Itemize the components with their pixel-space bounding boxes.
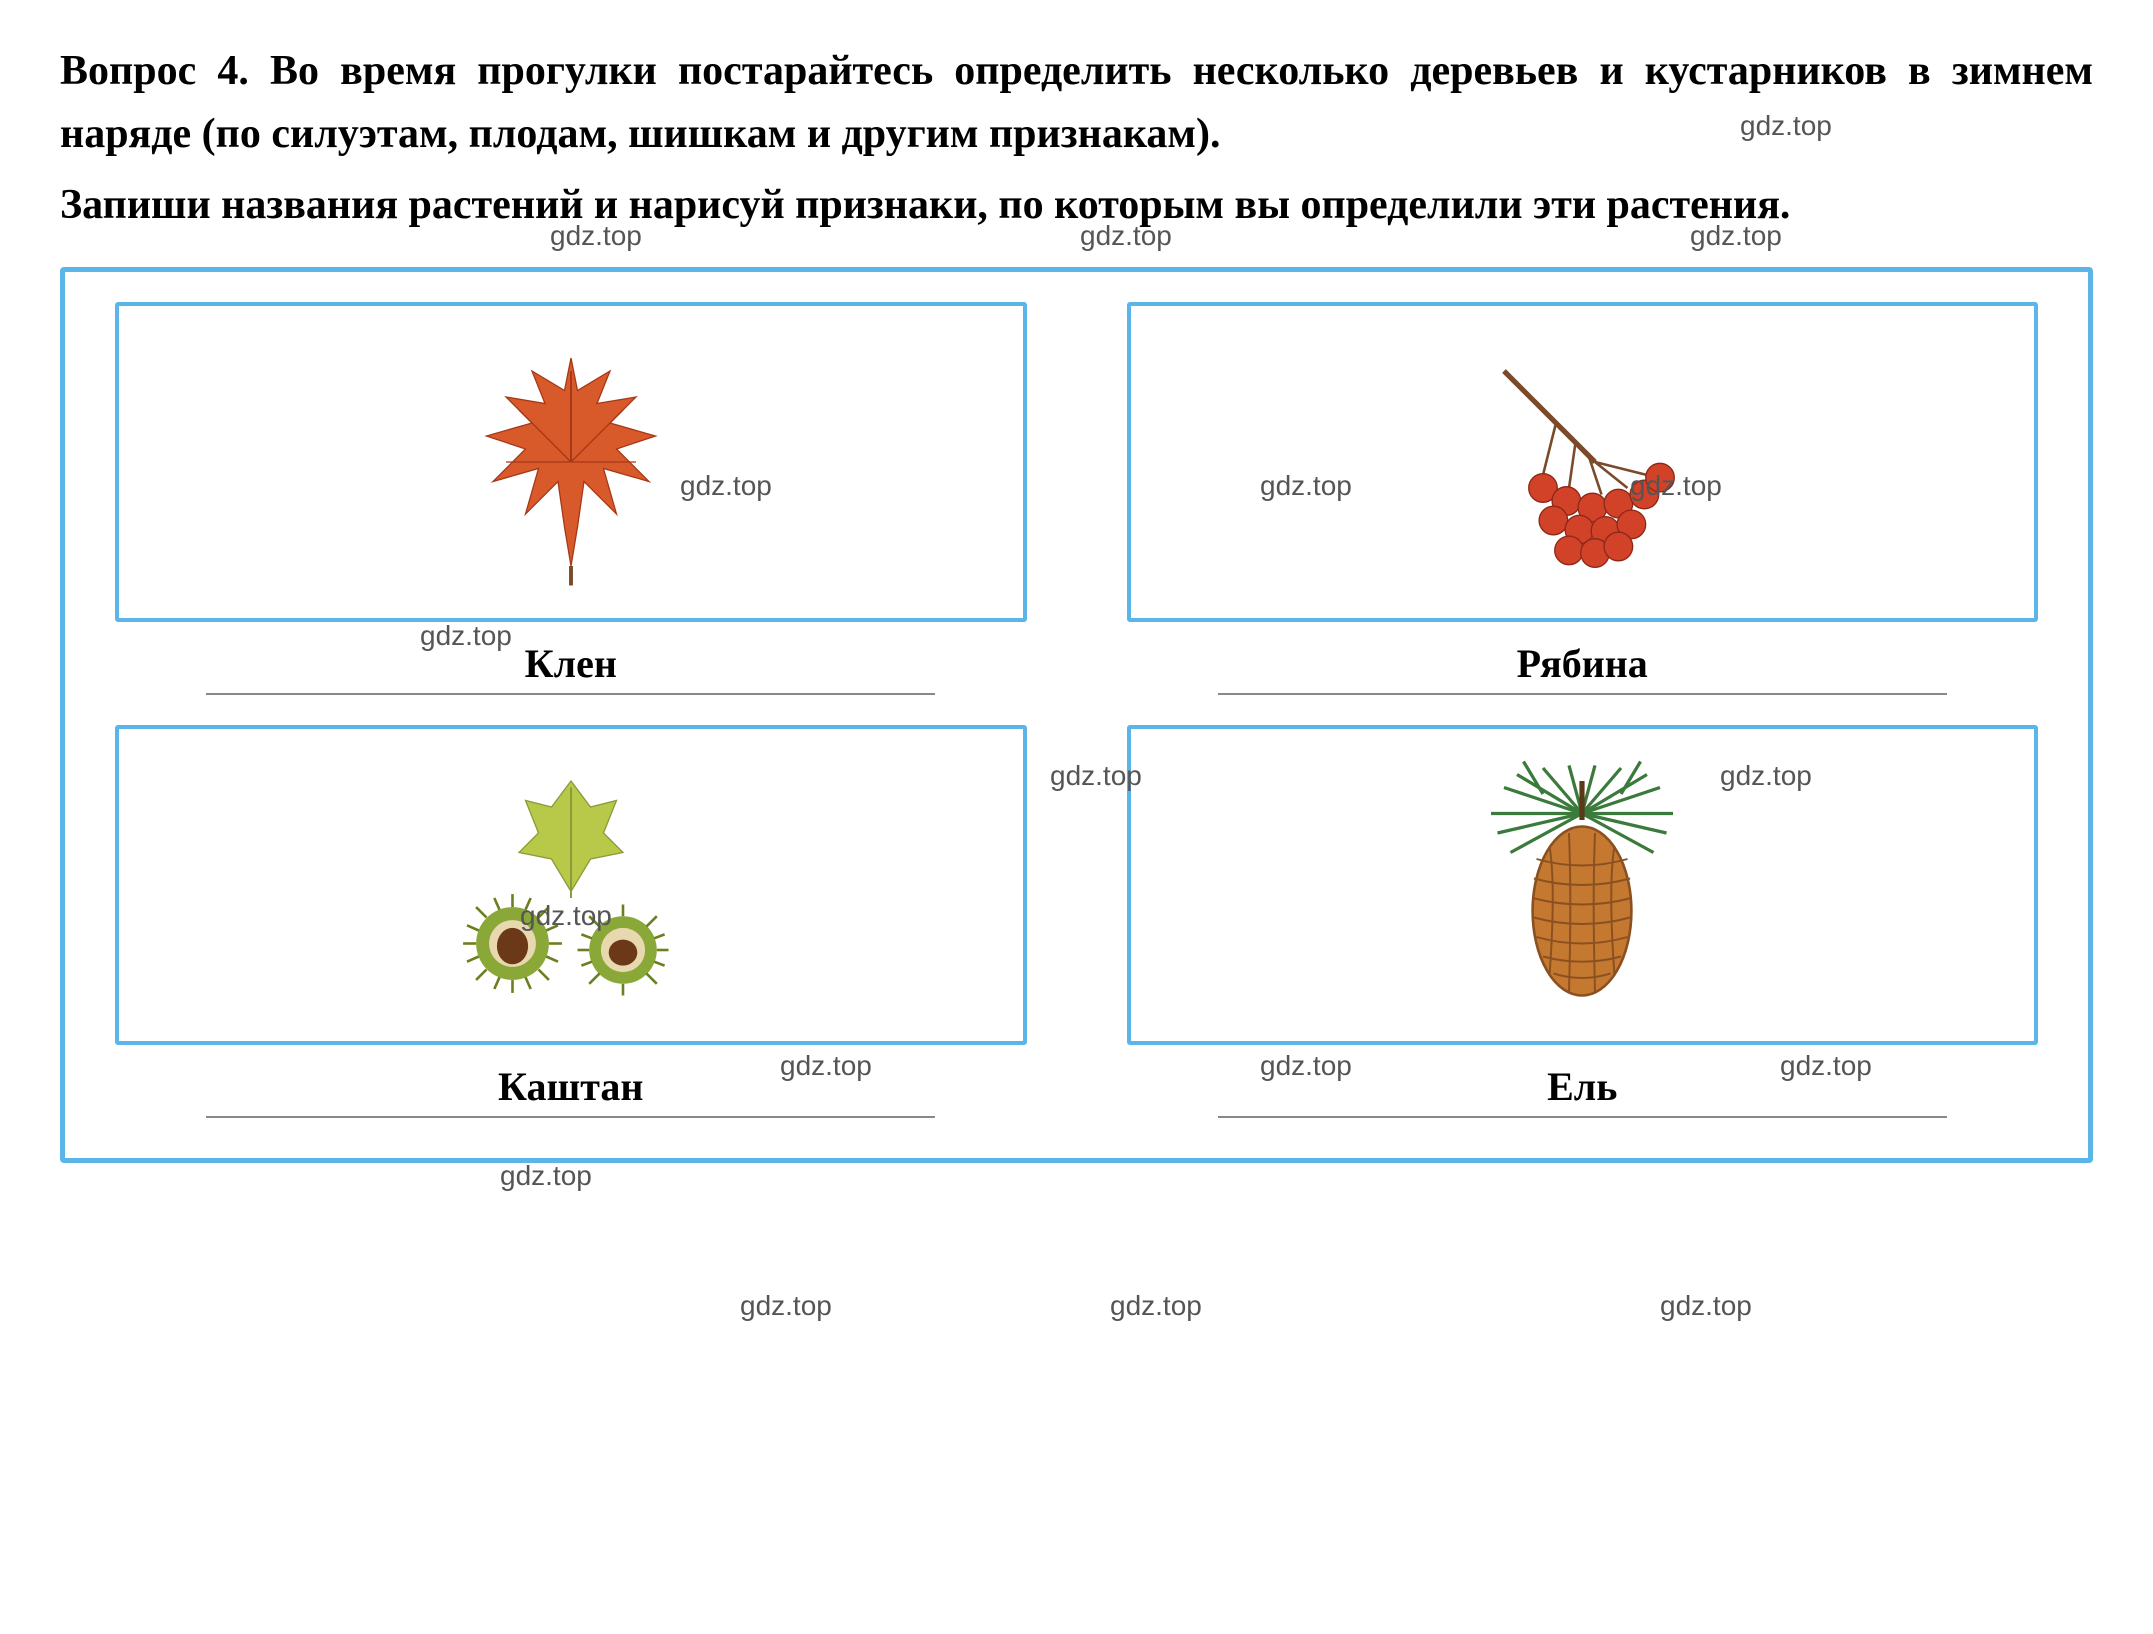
maple-leaf-icon [441,332,701,592]
rowan-berries-icon [1452,332,1712,592]
watermark-text: gdz.top [740,1290,832,1322]
plant-image-box [1127,302,2039,622]
page-container: Вопрос 4. Во время прогулки постарайтесь… [60,40,2093,1163]
plant-label-line: Клен [206,640,935,695]
watermark-text: gdz.top [1660,1290,1752,1322]
watermark-text: gdz.top [500,1160,592,1192]
plant-label-line: Рябина [1218,640,1947,695]
plant-image-box [115,302,1027,622]
plant-cell-spruce: Ель [1127,725,2039,1118]
chestnut-icon [441,755,701,1015]
question-text: Вопрос 4. Во время прогулки постарайтесь… [60,40,2093,166]
plant-cell-rowan: Рябина [1127,302,2039,695]
plant-label-line: Каштан [206,1063,935,1118]
watermark-text: gdz.top [1110,1290,1202,1322]
plant-label: Каштан [498,1064,643,1109]
question-block: Вопрос 4. Во время прогулки постарайтесь… [60,40,2093,237]
plants-grid: Клен [115,302,2038,1118]
plant-image-box [1127,725,2039,1045]
spruce-cone-icon [1452,755,1712,1015]
plant-image-box [115,725,1027,1045]
plant-label: Ель [1547,1064,1617,1109]
plant-label-line: Ель [1218,1063,1947,1118]
question-prefix: Вопрос 4. [60,48,249,94]
plant-cell-maple: Клен [115,302,1027,695]
instruction-text: Запиши названия растений и нарисуй призн… [60,174,2093,237]
plant-label: Рябина [1517,641,1648,686]
plant-cell-chestnut: Каштан [115,725,1027,1118]
plants-frame: Клен [60,267,2093,1163]
question-body: Во время прогулки постарайтесь определит… [60,48,2093,157]
plant-label: Клен [525,641,617,686]
